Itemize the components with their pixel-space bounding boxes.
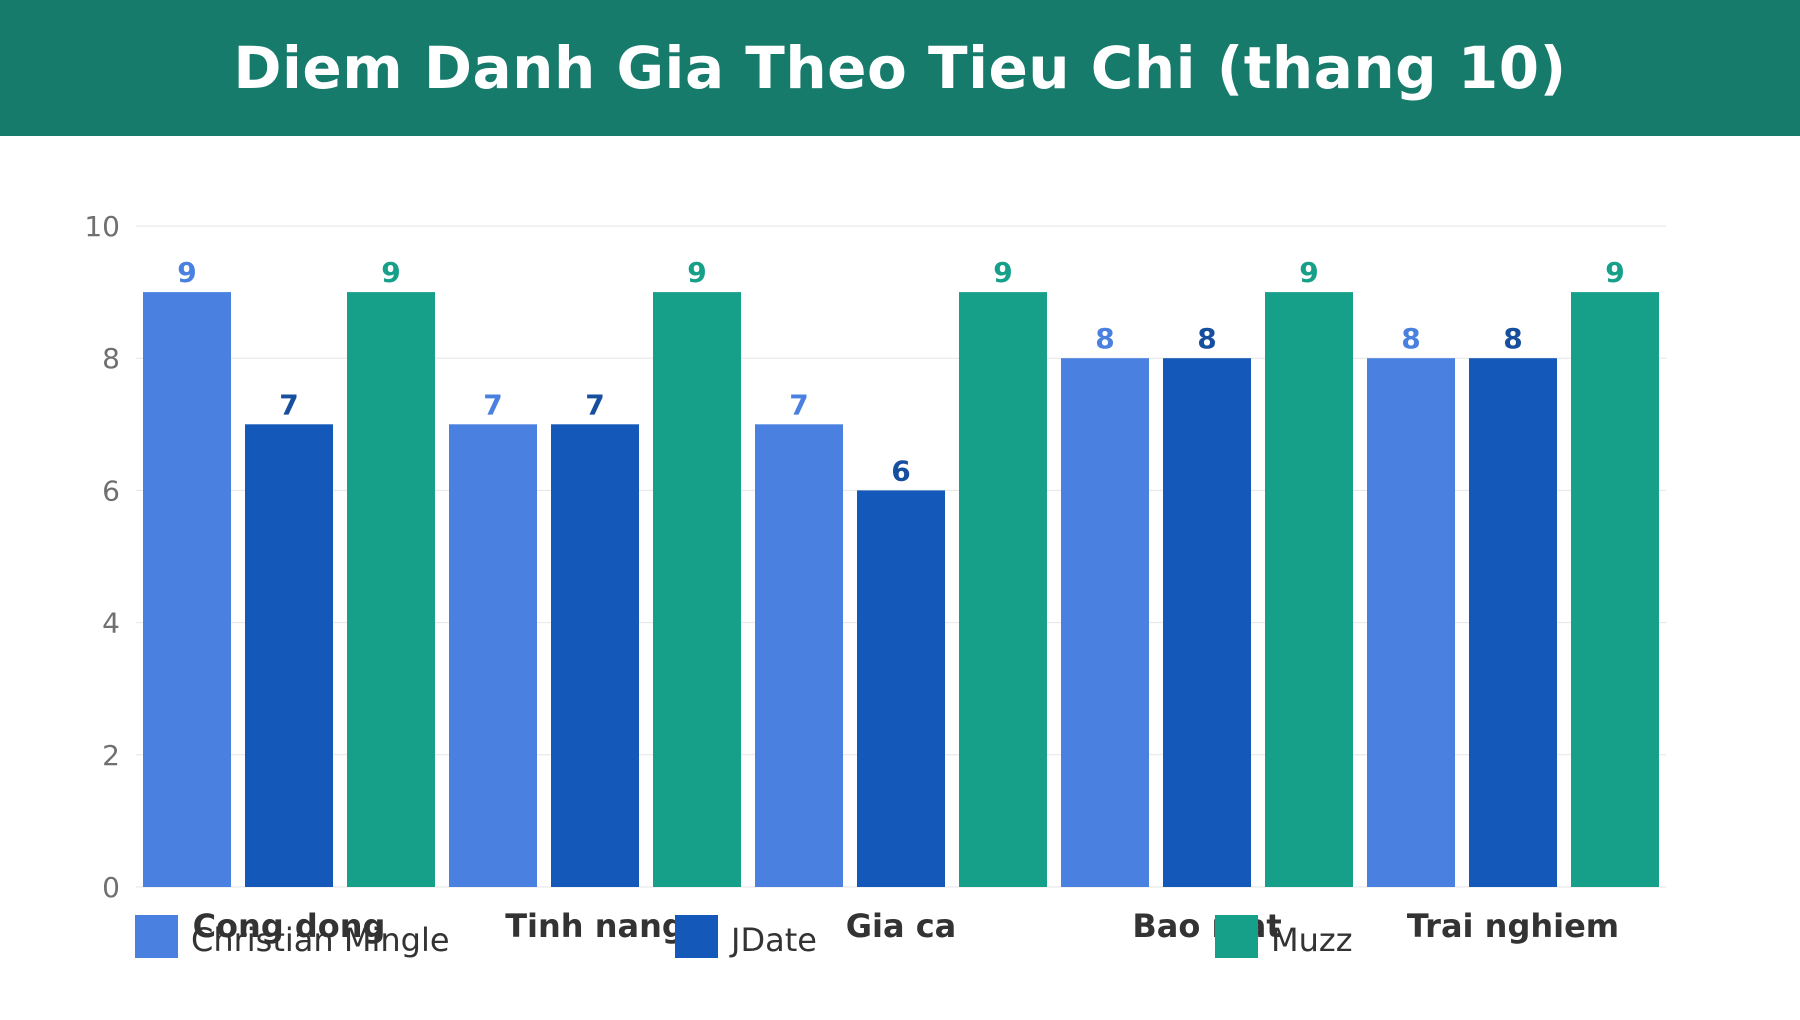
bars xyxy=(143,292,1659,888)
data-label: 7 xyxy=(483,388,502,421)
data-label: 6 xyxy=(891,454,910,487)
x-category-label: Trai nghiem xyxy=(1407,907,1619,945)
data-label: 8 xyxy=(1197,322,1216,355)
bar xyxy=(449,424,537,887)
y-tick-label: 8 xyxy=(102,342,120,375)
bar xyxy=(959,292,1047,888)
x-category-label: Tinh nang xyxy=(505,907,685,945)
bar xyxy=(755,424,843,887)
legend-label: Christian Mingle xyxy=(191,921,450,959)
data-label: 9 xyxy=(381,256,400,289)
bar xyxy=(1469,358,1557,887)
data-label: 9 xyxy=(687,256,706,289)
chart-title: Diem Danh Gia Theo Tieu Chi (thang 10) xyxy=(233,34,1567,102)
legend-swatch xyxy=(1215,915,1258,958)
data-label: 9 xyxy=(177,256,196,289)
data-label: 8 xyxy=(1401,322,1420,355)
bar xyxy=(857,490,945,887)
bar xyxy=(1571,292,1659,888)
bar xyxy=(1163,358,1251,887)
bar xyxy=(143,292,231,888)
legend-label: Muzz xyxy=(1271,921,1352,959)
data-label: 7 xyxy=(789,388,808,421)
legend-swatch xyxy=(675,915,718,958)
data-label: 8 xyxy=(1095,322,1114,355)
bar xyxy=(1061,358,1149,887)
y-tick-label: 10 xyxy=(84,210,120,243)
bar xyxy=(245,424,333,887)
legend-label: JDate xyxy=(729,921,817,959)
y-tick-label: 2 xyxy=(102,739,120,772)
legend: Christian Mingle JDate Muzz xyxy=(135,915,1352,959)
x-category-label: Bao mat xyxy=(1132,907,1281,945)
data-label: 7 xyxy=(279,388,298,421)
data-label: 9 xyxy=(993,256,1012,289)
data-label: 7 xyxy=(585,388,604,421)
legend-swatch xyxy=(135,915,178,958)
bar xyxy=(653,292,741,888)
data-label: 9 xyxy=(1605,256,1624,289)
bar xyxy=(551,424,639,887)
data-labels: 9 7 9 7 7 9 7 6 9 8 8 9 8 8 9 xyxy=(177,256,1624,487)
y-tick-label: 4 xyxy=(102,607,120,640)
x-category-label: Gia ca xyxy=(846,907,957,945)
bar xyxy=(1367,358,1455,887)
bar xyxy=(1265,292,1353,888)
data-label: 9 xyxy=(1299,256,1318,289)
y-axis-ticks: 0 2 4 6 8 10 xyxy=(84,210,120,904)
x-axis-categories: Cong dong Tinh nang Gia ca Bao mat Trai nghi… xyxy=(193,907,1620,945)
y-tick-label: 6 xyxy=(102,474,120,507)
bar xyxy=(347,292,435,888)
chart-header: Diem Danh Gia Theo Tieu Chi (thang 10) xyxy=(0,0,1800,136)
x-category-label: Cong dong xyxy=(193,907,386,945)
data-label: 8 xyxy=(1503,322,1522,355)
y-tick-label: 0 xyxy=(102,871,120,904)
